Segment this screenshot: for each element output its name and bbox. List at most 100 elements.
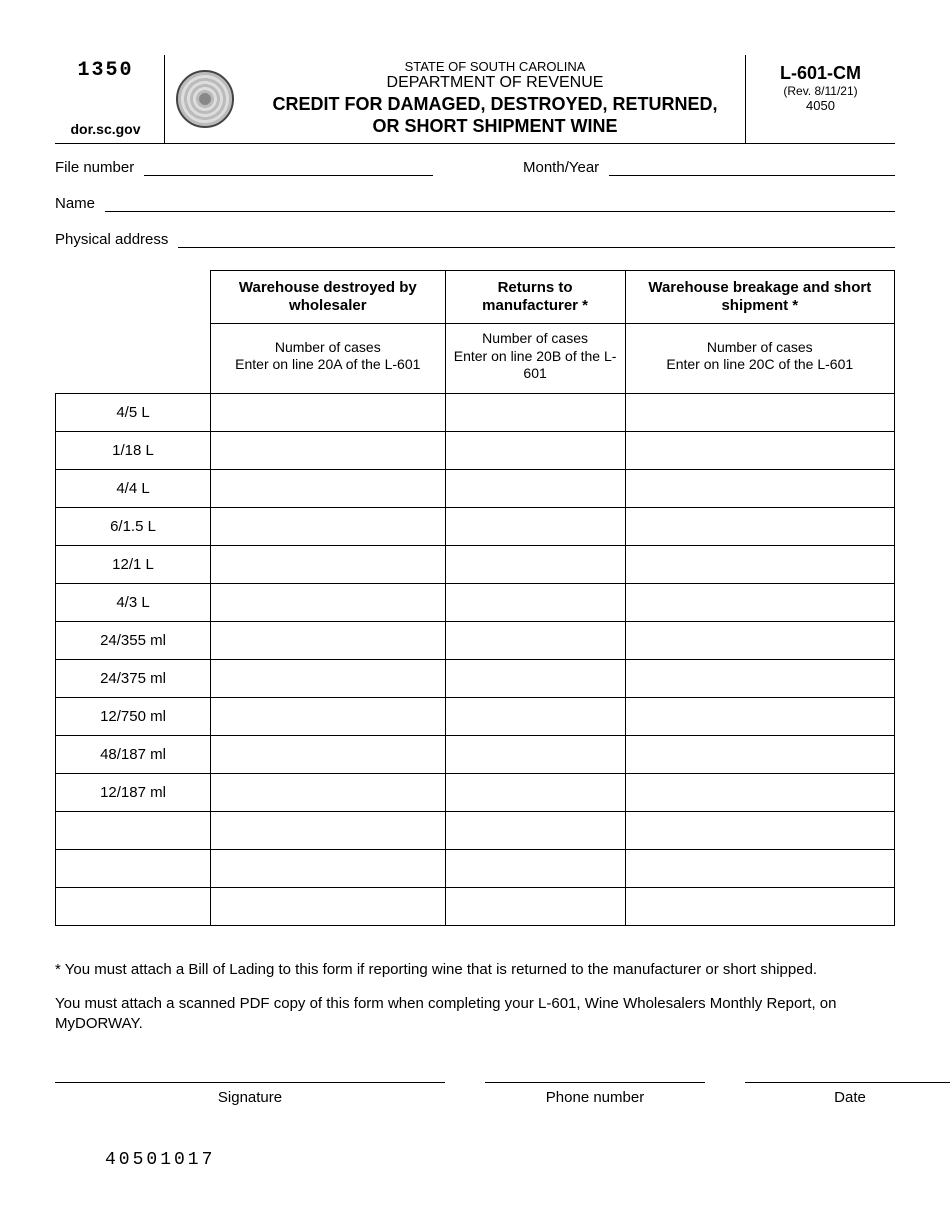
cell[interactable] [211,811,446,849]
cell[interactable] [211,507,446,545]
cell[interactable] [625,811,894,849]
cell[interactable] [211,773,446,811]
cell[interactable] [625,659,894,697]
month-year-label: Month/Year [523,159,599,176]
signature-cell: Signature [55,1082,445,1106]
name-input[interactable] [105,194,895,212]
cell[interactable] [445,621,625,659]
cell[interactable] [445,545,625,583]
header-left: 1350 dor.sc.gov [55,55,165,143]
table-row [56,811,895,849]
address-label: Physical address [55,231,168,248]
row-label: 6/1.5 L [56,507,211,545]
cell[interactable] [445,583,625,621]
col-header-destroyed: Warehouse destroyed by wholesaler [211,271,446,324]
name-label: Name [55,195,95,212]
cell[interactable] [445,735,625,773]
table-row: 48/187 ml [56,735,895,773]
row-label [56,811,211,849]
form-number: 4050 [750,98,891,113]
cell[interactable] [625,431,894,469]
cell[interactable] [211,431,446,469]
col-sub1-b: Number of cases [482,330,588,346]
table-row [56,887,895,925]
cell[interactable] [445,773,625,811]
table-row [56,849,895,887]
cell[interactable] [625,393,894,431]
col-sub1-a: Number of cases [275,339,381,355]
col-sub1-c: Number of cases [707,339,813,355]
row-label: 1/18 L [56,431,211,469]
code-1350: 1350 [55,59,156,82]
file-number-input[interactable] [144,158,433,176]
col-header-returns: Returns to manufacturer * [445,271,625,324]
cell[interactable] [625,621,894,659]
table-row: 4/3 L [56,583,895,621]
form-revision: (Rev. 8/11/21) [750,84,891,98]
cell[interactable] [625,583,894,621]
table-row: 4/5 L [56,393,895,431]
table-row: 12/1 L [56,545,895,583]
cell[interactable] [445,507,625,545]
row-file-month: File number Month/Year [55,158,895,176]
cell[interactable] [211,735,446,773]
cell[interactable] [211,621,446,659]
month-year-input[interactable] [609,158,895,176]
cell[interactable] [625,735,894,773]
cell[interactable] [211,659,446,697]
row-label [56,887,211,925]
cell[interactable] [625,849,894,887]
cell[interactable] [211,545,446,583]
row-label: 48/187 ml [56,735,211,773]
col-header-breakage: Warehouse breakage and short shipment * [625,271,894,324]
file-number-label: File number [55,159,134,176]
cell[interactable] [625,507,894,545]
state-line: STATE OF SOUTH CAROLINA [251,59,739,74]
cell[interactable] [445,849,625,887]
cell[interactable] [445,811,625,849]
cell[interactable] [211,887,446,925]
cell[interactable] [211,393,446,431]
address-input[interactable] [178,230,895,248]
signature-label: Signature [55,1083,445,1106]
state-seal-container [165,55,245,143]
title-line-2: OR SHORT SHIPMENT WINE [372,116,617,136]
cell[interactable] [445,659,625,697]
col-sub2-a: Enter on line 20A of the L-601 [235,356,420,372]
cases-table-body: 4/5 L 1/18 L 4/4 L 6/1.5 L 12/1 L 4/3 L … [56,393,895,925]
row-label: 4/3 L [56,583,211,621]
cell[interactable] [625,773,894,811]
row-label: 4/5 L [56,393,211,431]
cell[interactable] [445,697,625,735]
phone-label: Phone number [485,1083,705,1106]
table-row: 12/750 ml [56,697,895,735]
note-mydorway: You must attach a scanned PDF copy of th… [55,994,895,1035]
date-label: Date [745,1083,950,1106]
cell[interactable] [625,697,894,735]
cell[interactable] [211,583,446,621]
phone-cell: Phone number [485,1082,705,1106]
cell[interactable] [625,469,894,507]
cell[interactable] [445,887,625,925]
row-label: 12/187 ml [56,773,211,811]
table-row: 12/187 ml [56,773,895,811]
row-label: 24/375 ml [56,659,211,697]
cell[interactable] [625,887,894,925]
cell[interactable] [445,431,625,469]
table-row: 4/4 L [56,469,895,507]
cell[interactable] [445,469,625,507]
cell[interactable] [211,697,446,735]
cell[interactable] [211,849,446,887]
form-title: CREDIT FOR DAMAGED, DESTROYED, RETURNED,… [251,94,739,137]
website: dor.sc.gov [55,121,156,137]
row-name: Name [55,194,895,212]
footer-barcode-number: 40501017 [105,1150,895,1170]
col-sub-destroyed: Number of cases Enter on line 20A of the… [211,324,446,394]
cell[interactable] [445,393,625,431]
cell[interactable] [211,469,446,507]
col-sub2-c: Enter on line 20C of the L-601 [666,356,853,372]
col-sub-breakage: Number of cases Enter on line 20C of the… [625,324,894,394]
row-label: 4/4 L [56,469,211,507]
form-page: 1350 dor.sc.gov STATE OF SOUTH CAROLINA … [0,0,950,1210]
cell[interactable] [625,545,894,583]
